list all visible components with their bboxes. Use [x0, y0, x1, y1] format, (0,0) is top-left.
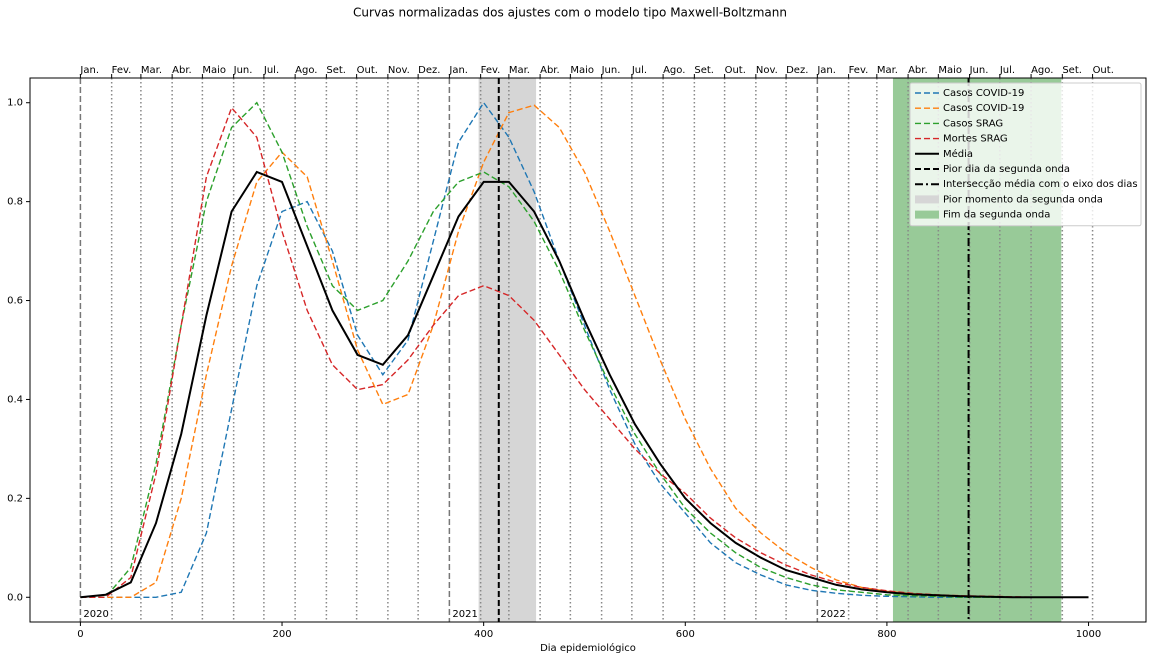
span	[478, 78, 537, 622]
top-tick-label: Set.	[694, 65, 714, 76]
y-tick-label: 1.0	[7, 98, 23, 109]
legend-label: Pior momento da segunda onda	[943, 194, 1103, 205]
top-tick-label: Dez.	[418, 65, 440, 76]
top-tick-label: Nov.	[388, 65, 410, 76]
legend-label: Casos SRAG	[943, 118, 1003, 129]
top-tick-label: Jun.	[969, 65, 989, 76]
top-tick-label: Ago.	[663, 65, 685, 76]
top-tick-label: Jul.	[999, 65, 1015, 76]
top-tick-label: Out.	[1093, 65, 1114, 76]
top-tick-label: Abr.	[540, 65, 560, 76]
top-tick-label: Set.	[326, 65, 346, 76]
legend-label: Pior dia da segunda onda	[943, 164, 1070, 175]
top-tick-label: Jan.	[448, 65, 468, 76]
plot-frame	[29, 77, 1147, 623]
top-tick-label: Jul.	[263, 65, 279, 76]
top-tick-label: Mar.	[877, 65, 898, 76]
top-tick-label: Nov.	[756, 65, 778, 76]
top-tick-label: Mar.	[141, 65, 162, 76]
top-tick-label: Fev.	[849, 65, 869, 76]
y-tick-label: 0.2	[7, 493, 23, 504]
x-tick-label: 1000	[1076, 629, 1101, 640]
top-tick-label: Jun.	[601, 65, 621, 76]
legend-label: Mortes SRAG	[943, 134, 1008, 145]
top-tick-label: Out.	[725, 65, 746, 76]
year-label: 2022	[820, 609, 845, 620]
top-tick-label: Maio	[570, 65, 594, 76]
top-tick-label: Out.	[357, 65, 378, 76]
top-tick-label: Ago.	[295, 65, 317, 76]
x-tick-label: 800	[877, 629, 896, 640]
x-tick-label: 200	[272, 629, 291, 640]
series-line	[80, 104, 1089, 598]
legend-label: Fim da segunda onda	[943, 210, 1050, 221]
year-label: 2020	[83, 609, 108, 620]
chart-title: Curvas normalizadas dos ajustes com o mo…	[353, 6, 787, 20]
top-tick-label: Maio	[202, 65, 226, 76]
top-tick-label: Jan.	[79, 65, 99, 76]
top-tick-label: Ago.	[1031, 65, 1053, 76]
top-tick-label: Mar.	[509, 65, 530, 76]
legend-label: Intersecção média com o eixo dos dias	[943, 178, 1138, 190]
top-tick-label: Dez.	[786, 65, 808, 76]
x-axis-label: Dia epidemiológico	[540, 642, 636, 654]
year-label: 2021	[452, 609, 477, 620]
top-tick-label: Fev.	[112, 65, 132, 76]
legend-swatch	[915, 210, 939, 219]
legend-label: Casos COVID-19	[943, 88, 1024, 99]
y-tick-label: 0.4	[7, 394, 23, 405]
top-tick-label: Fev.	[481, 65, 501, 76]
y-tick-label: 0.6	[7, 296, 23, 307]
top-tick-label: Set.	[1062, 65, 1082, 76]
series-line	[80, 170, 1089, 599]
legend-swatch	[915, 195, 939, 204]
legend-label: Média	[943, 148, 973, 160]
series-line	[80, 101, 1089, 598]
top-tick-label: Maio	[938, 65, 962, 76]
x-tick-label: 400	[474, 629, 493, 640]
top-tick-label: Abr.	[908, 65, 928, 76]
y-tick-label: 0.8	[7, 197, 23, 208]
top-tick-label: Jul.	[631, 65, 647, 76]
legend-label: Casos COVID-19	[943, 103, 1024, 114]
y-tick-label: 0.0	[7, 592, 23, 603]
top-tick-label: Jan.	[816, 65, 836, 76]
legend-box	[909, 82, 1142, 227]
top-tick-label: Abr.	[172, 65, 192, 76]
series-line	[80, 101, 1089, 598]
x-tick-label: 600	[676, 629, 695, 640]
x-tick-label: 0	[77, 629, 83, 640]
top-tick-label: Jun.	[233, 65, 253, 76]
